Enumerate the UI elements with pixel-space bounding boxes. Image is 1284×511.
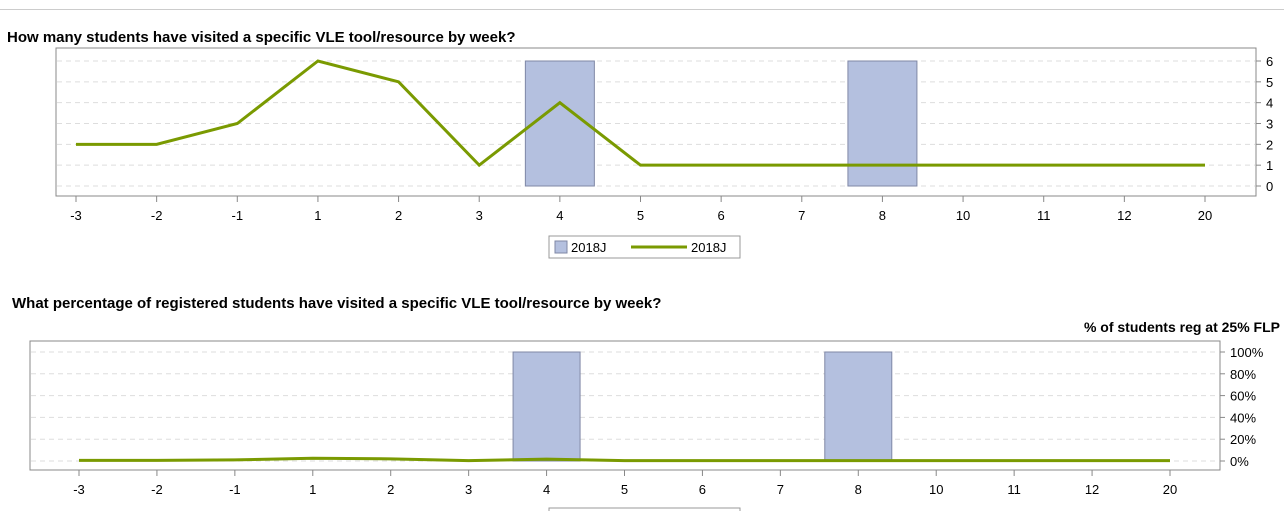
chart2-y-tick-label: 40% bbox=[1230, 410, 1256, 425]
chart2-x-tick-label: 3 bbox=[465, 482, 472, 497]
chart2-x-tick-label: 8 bbox=[855, 482, 862, 497]
chart1-y-tick-label: 2 bbox=[1266, 137, 1273, 152]
chart1-bar bbox=[524, 60, 595, 187]
chart1-x-tick-label: 10 bbox=[956, 208, 970, 223]
chart1-plot-area bbox=[55, 47, 1257, 197]
chart1-x-tick-label: 4 bbox=[556, 208, 563, 223]
chart2-x-tick-label: 4 bbox=[543, 482, 550, 497]
chart2-x-tick-label: 7 bbox=[777, 482, 784, 497]
chart1-y-tick-label: 5 bbox=[1266, 75, 1273, 90]
chart2-y-tick-label: 0% bbox=[1230, 454, 1249, 469]
chart2-x-tick-label: 5 bbox=[621, 482, 628, 497]
chart1-x-tick-label: -3 bbox=[70, 208, 82, 223]
chart1-x-tick-label: 20 bbox=[1198, 208, 1212, 223]
chart1-legend-bar-swatch bbox=[554, 240, 568, 254]
chart2-legend bbox=[548, 507, 741, 511]
chart2-x-tick-label: 11 bbox=[1007, 482, 1021, 497]
chart2-x-tick-label: 12 bbox=[1085, 482, 1099, 497]
top-divider bbox=[0, 9, 1284, 10]
chart1-x-tick-label: 2 bbox=[395, 208, 402, 223]
chart1-x-tick-label: 12 bbox=[1117, 208, 1131, 223]
chart2-x-tick-label: 10 bbox=[929, 482, 943, 497]
chart1-x-tick-label: 1 bbox=[314, 208, 321, 223]
chart2-y-tick-label: 80% bbox=[1230, 367, 1256, 382]
chart2-y-axis-title: % of students reg at 25% FLP bbox=[1083, 319, 1280, 335]
chart1-y-tick-label: 0 bbox=[1266, 179, 1273, 194]
chart1-x-tick-label: 8 bbox=[879, 208, 886, 223]
chart1-x-tick-label: -1 bbox=[232, 208, 244, 223]
chart2-bar bbox=[512, 351, 581, 462]
chart1-line-series bbox=[76, 59, 1205, 168]
chart2-title: What percentage of registered students h… bbox=[12, 295, 662, 312]
chart1-y-tick-label: 3 bbox=[1266, 117, 1273, 132]
chart1-y-tick-label: 1 bbox=[1266, 158, 1273, 173]
chart2-x-tick-label: 20 bbox=[1163, 482, 1177, 497]
chart1-y-tick-label: 4 bbox=[1266, 96, 1273, 111]
chart2-line-series bbox=[79, 456, 1170, 463]
chart1-legend-line-label: 2018J bbox=[691, 240, 726, 255]
chart1-x-tick-label: 5 bbox=[637, 208, 644, 223]
chart1-bar bbox=[847, 60, 918, 187]
chart1-x-tick-label: 7 bbox=[798, 208, 805, 223]
chart1-x-tick-label: 3 bbox=[476, 208, 483, 223]
chart2-y-tick-label: 20% bbox=[1230, 432, 1256, 447]
chart2-bar bbox=[824, 351, 893, 462]
chart2-x-tick-label: -1 bbox=[229, 482, 241, 497]
chart2-y-tick-label: 100% bbox=[1230, 345, 1264, 360]
chart2-x-tick-label: 1 bbox=[309, 482, 316, 497]
chart1-legend-bar-label: 2018J bbox=[571, 240, 606, 255]
chart1-y-tick-label: 6 bbox=[1266, 54, 1273, 69]
chart2-x-tick-label: -3 bbox=[73, 482, 85, 497]
chart1-title: How many students have visited a specifi… bbox=[7, 29, 516, 46]
chart1-x-tick-label: 11 bbox=[1037, 208, 1051, 223]
chart2-x-tick-label: -2 bbox=[151, 482, 163, 497]
chart2-y-tick-label: 60% bbox=[1230, 389, 1256, 404]
chart2-x-tick-label: 6 bbox=[699, 482, 706, 497]
chart1-x-tick-label: 6 bbox=[718, 208, 725, 223]
chart1-x-tick-label: -2 bbox=[151, 208, 163, 223]
chart2-x-tick-label: 2 bbox=[387, 482, 394, 497]
chart2-plot-area bbox=[29, 340, 1221, 471]
